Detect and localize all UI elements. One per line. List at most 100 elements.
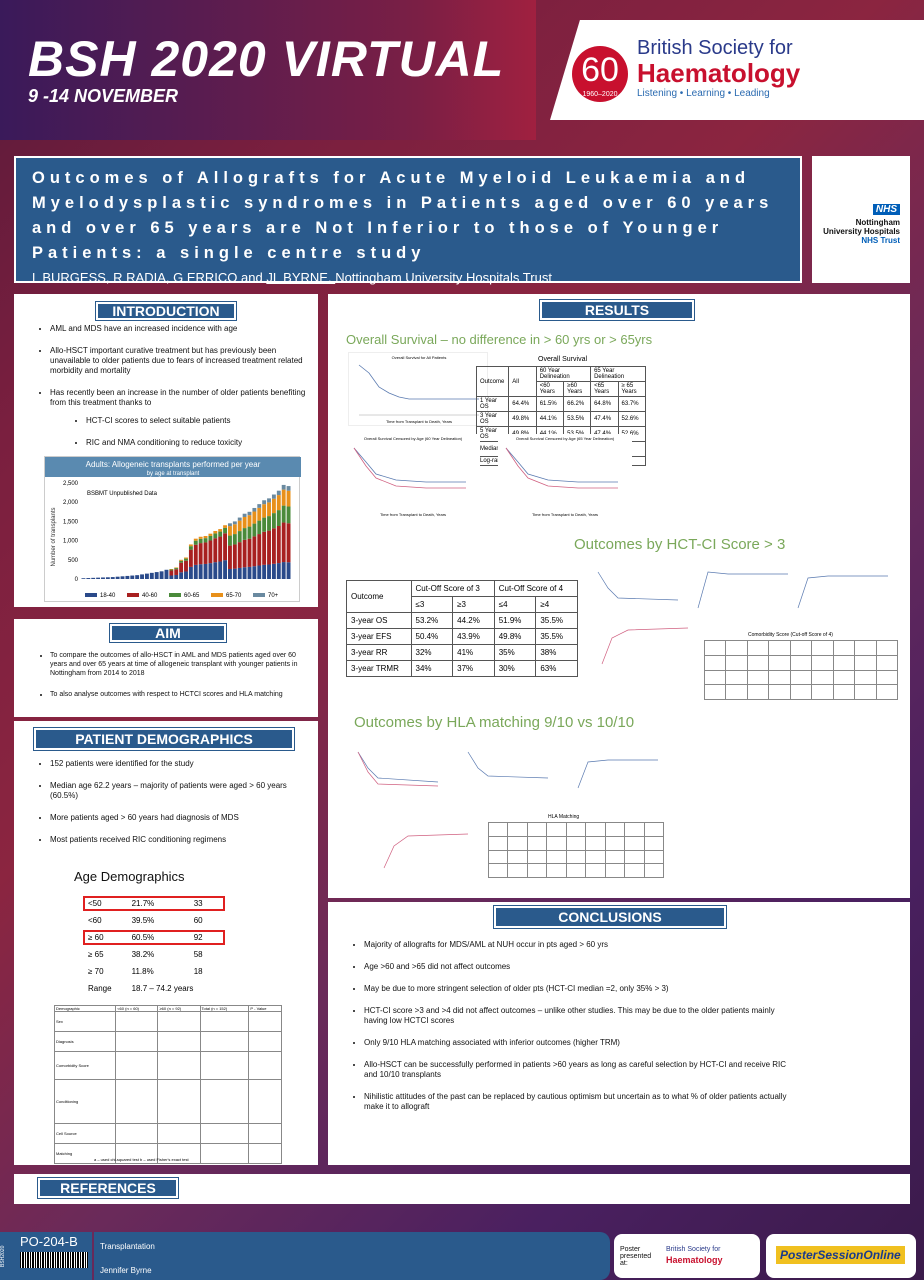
chart-bar (203, 563, 208, 579)
chart-bar (140, 574, 144, 579)
chart-bar (223, 560, 228, 579)
os-cell: 52.6% (617, 411, 647, 427)
demog-bullet: Most patients received RIC conditioning … (50, 835, 304, 845)
chart-bar (169, 569, 174, 571)
chart-bar (286, 486, 291, 491)
chart-bar (228, 523, 232, 527)
age-cell: 60 (193, 916, 203, 925)
chart-bar (267, 498, 271, 503)
chart-bar (232, 524, 237, 535)
chart-bar (198, 538, 203, 544)
demog-bullet: Median age 62.2 years – majority of pati… (50, 781, 304, 801)
chart-bar (262, 504, 267, 518)
references-heading: REFERENCES (37, 1177, 179, 1199)
hcti-cell: 38% (535, 644, 578, 661)
conclusion-bullet: Only 9/10 HLA matching associated with i… (364, 1038, 798, 1048)
chart-bar (169, 575, 174, 579)
hcti-cell: 3-year EFS (346, 628, 412, 645)
intro-list: AML and MDS have an increased incidence … (14, 324, 314, 460)
chart-bar (179, 559, 184, 561)
title-box: Outcomes of Allografts for Acute Myeloid… (14, 156, 802, 285)
chart-bar (247, 566, 252, 579)
chart-bar (174, 568, 179, 570)
os-60-plot: Overall Survival Censored by Age (60 Yea… (346, 434, 480, 520)
hcti-cell: 53.2% (410, 612, 454, 629)
hla-title: Outcomes by HLA matching 9/10 vs 10/10 (354, 714, 635, 731)
chart-bar (193, 538, 198, 541)
authors-post: Nottingham University Hospitals Trust (335, 270, 552, 285)
os-60-xlabel: Time from Transplant to Death, Years (380, 512, 446, 517)
hcti-row: 3-year TRMR 34% 37% 30% 63% (346, 660, 578, 677)
legend-label: 40-60 (142, 593, 158, 599)
chart-bar (174, 567, 179, 569)
chart-bar (267, 530, 271, 565)
chart-bar (193, 544, 198, 565)
footer-info: Transplantation Jennifer Byrne (94, 1232, 610, 1280)
chart-bar (130, 575, 135, 579)
chart-bar (242, 516, 247, 529)
age-range-value: 18.7 – 74.2 years (131, 984, 194, 993)
authors-underlined: JL BYRNE. (266, 270, 336, 285)
chart-bar (203, 535, 208, 539)
chart-bar (149, 572, 154, 579)
os-head: 60 Year Delineation (535, 366, 592, 382)
detail-row: Comorbidity Score (53, 1051, 282, 1080)
chart-bar (281, 505, 286, 523)
chart-bar (252, 507, 257, 512)
chart-bar (135, 575, 140, 579)
hcti-head: Cut-Off Score of 4 (493, 580, 579, 597)
chart-bar (242, 567, 247, 579)
hcti-subhead: ≥3 (452, 596, 495, 613)
chart-bar (213, 531, 218, 534)
chart-bar (271, 498, 276, 514)
nhs-trust-name: Nottingham University Hospitals NHS Trust (823, 218, 900, 245)
hcti-cell: 49.8% (493, 628, 537, 645)
chart-bar (242, 513, 247, 517)
chart-bar (110, 577, 115, 579)
chart-bar (286, 562, 291, 579)
os-cell: 1 Year OS (475, 396, 510, 412)
chart-bar (262, 517, 267, 532)
chart-bar (262, 500, 267, 505)
chart-bar (164, 569, 169, 579)
os-60-plot-title: Overall Survival Censored by Age (60 Yea… (364, 436, 463, 441)
chart-bar (174, 569, 179, 575)
footer-society: British Society for (666, 1246, 721, 1253)
detail-footnote: a – used chi-squared test b – used Fishe… (94, 1157, 189, 1162)
presented-label: Poster presented at: (620, 1246, 652, 1267)
os-subhead: <65 Years (590, 381, 619, 397)
legend-swatch (169, 593, 181, 597)
os-title: Overall Survival – no difference in > 60… (346, 332, 653, 347)
event-title: BSH 2020 VIRTUAL (28, 31, 505, 87)
chart-bar (213, 538, 218, 563)
age-row: ≥ 65 38.2% 58 (84, 948, 224, 961)
demog-bullet: 152 patients were identified for the stu… (50, 759, 304, 769)
chart-bar (281, 562, 286, 579)
footer-side: BSH2020 (0, 1232, 16, 1280)
conclusion-bullet: May be due to more stringent selection o… (364, 984, 798, 994)
age-cell: <50 (88, 899, 102, 908)
chart-bar (257, 504, 262, 508)
chart-bar (208, 533, 213, 536)
aim-list: To compare the outcomes of allo-HSCT in … (14, 651, 312, 711)
chart-bar (101, 577, 105, 579)
conclusions-heading: CONCLUSIONS (493, 905, 727, 929)
chart-bar (276, 526, 281, 564)
intro-heading: INTRODUCTION (95, 301, 237, 321)
chart-bar (262, 531, 267, 565)
chart-bar (218, 561, 223, 579)
age-range-label: Range (88, 984, 112, 993)
legend-label: 70+ (268, 593, 279, 599)
chart-bar (257, 520, 262, 535)
os-table-title: Overall Survival (538, 356, 588, 363)
os-cell: 47.4% (590, 411, 619, 427)
detail-row: Conditioning (53, 1079, 282, 1124)
hcti-cell: 35.5% (535, 612, 578, 629)
hcti-cell: 43.9% (452, 628, 495, 645)
authors: L BURGESS, R RADIA, G ERRICO and JL BYRN… (32, 270, 784, 285)
hcti-subhead: ≥4 (535, 596, 578, 613)
hcti-table: Outcome Cut-Off Score of 3 Cut-Off Score o… (346, 580, 579, 677)
chart-bar (247, 515, 252, 527)
hcti-cell: 34% (410, 660, 454, 677)
os-cell: 49.8% (508, 411, 537, 427)
